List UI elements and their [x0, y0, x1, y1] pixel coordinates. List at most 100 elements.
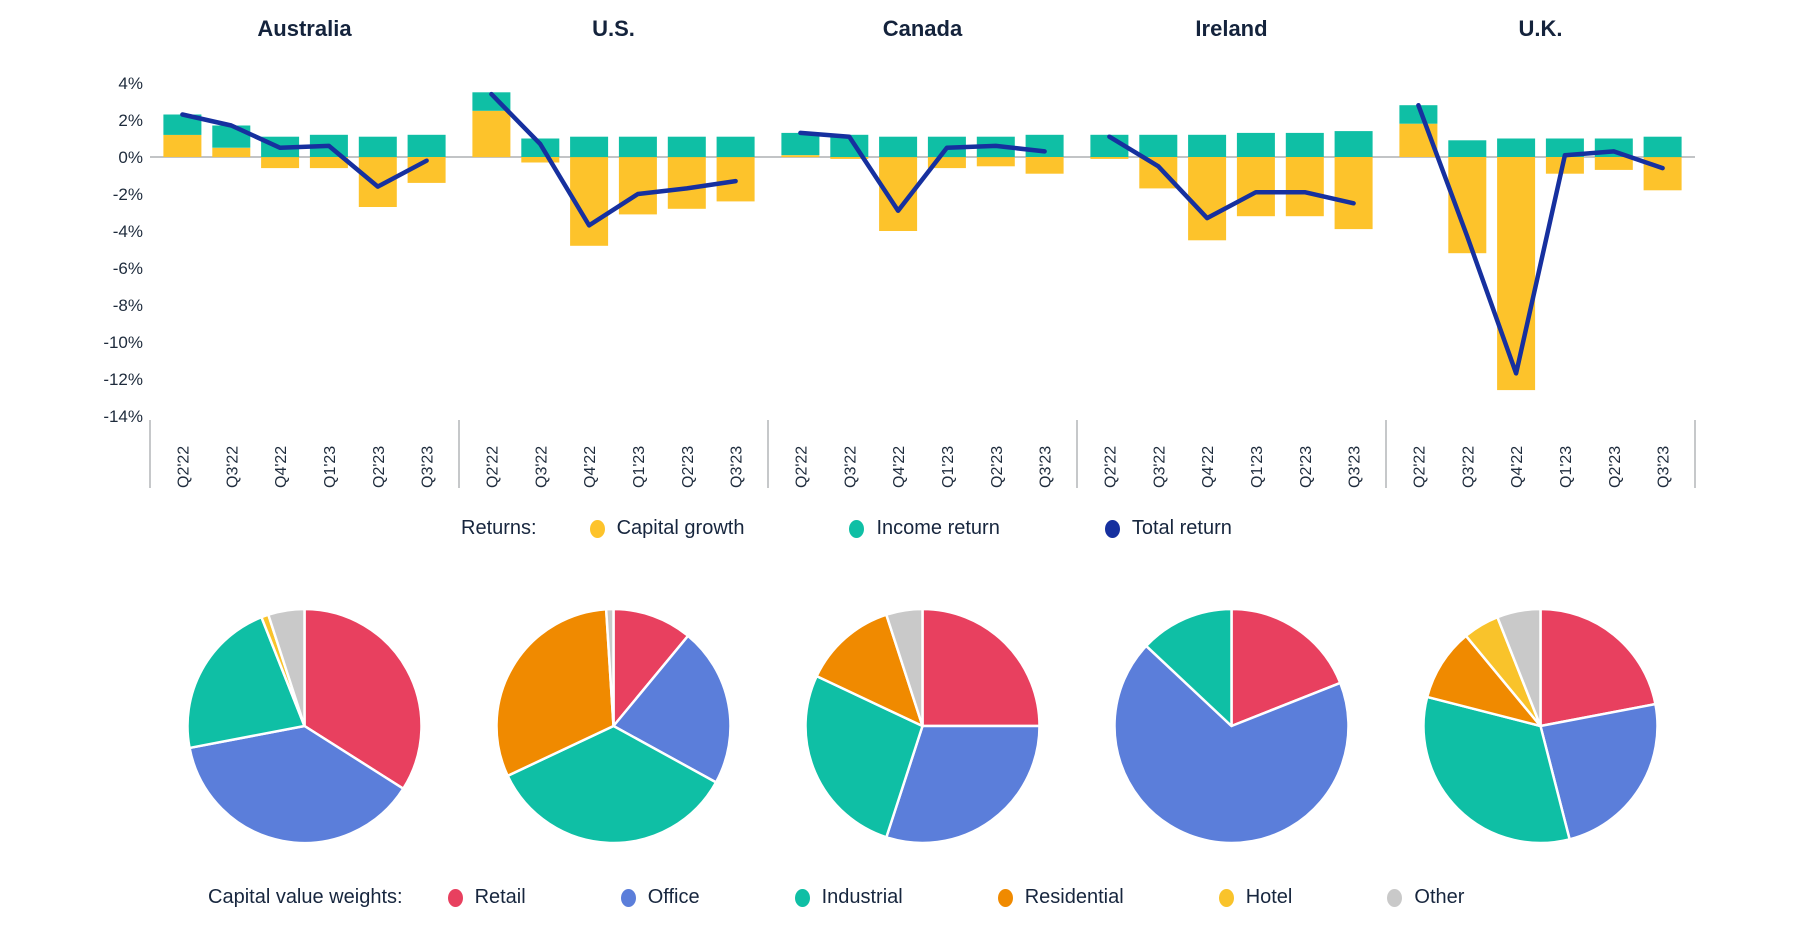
panel-title-u-k: U.K. — [1519, 16, 1563, 41]
capital-growth-bar — [1090, 157, 1129, 159]
x-axis-label: Q1'23 — [1249, 446, 1266, 488]
x-axis-label: Q4'22 — [891, 446, 908, 488]
x-axis-label: Q1'23 — [940, 446, 957, 488]
legend-item-other: Other — [1387, 886, 1464, 909]
y-axis-tick-label: -14% — [103, 407, 143, 426]
capital-growth-bar — [163, 134, 202, 157]
x-axis-label: Q1'23 — [1558, 446, 1575, 488]
pie-slice-other-u-k — [1496, 607, 1542, 728]
legend-item-hotel: Hotel — [1218, 886, 1293, 909]
pie-slice-office-australia — [188, 724, 405, 845]
legend-item-label: Retail — [474, 886, 526, 908]
income-return-bar — [716, 136, 755, 158]
y-axis-tick-label: -4% — [113, 222, 143, 241]
legend-item-label: Total return — [1131, 517, 1232, 539]
other-swatch-icon — [1387, 888, 1403, 907]
pie-slice-office-canada — [885, 724, 1041, 845]
total-return-line — [1416, 102, 1665, 376]
x-axis-label: Q4'22 — [1200, 446, 1217, 488]
capital-growth-bar — [1236, 157, 1275, 217]
x-axis-label: Q2'23 — [371, 446, 388, 488]
income-return-bar — [570, 136, 609, 158]
panel-title-ireland: Ireland — [1195, 16, 1267, 41]
returns-legend-label: Returns: — [461, 517, 537, 539]
legend-item-industrial: Industrial — [794, 886, 903, 909]
income-return-bar — [1139, 134, 1178, 157]
returns-legend: Returns: Capital growth Income return Tota… — [461, 517, 1337, 540]
x-axis-label: Q3'22 — [224, 446, 241, 488]
income-return-bar — [1285, 132, 1324, 157]
x-axis-label: Q2'23 — [1298, 446, 1315, 488]
income-return-bar — [667, 136, 706, 158]
capital-growth-bar — [261, 157, 300, 169]
x-axis-label: Q3'23 — [420, 446, 437, 488]
weights-legend-label: Capital value weights: — [208, 886, 403, 908]
income-return-bar — [879, 136, 918, 158]
capital-growth-bar — [1285, 157, 1324, 217]
legend-item-label: Hotel — [1245, 886, 1293, 908]
x-axis-label: Q4'22 — [1509, 446, 1526, 488]
capital-growth-bar — [1334, 157, 1373, 230]
income-return-bar — [1399, 105, 1438, 124]
x-axis-label: Q3'22 — [842, 446, 859, 488]
income-return-bar — [1025, 134, 1064, 157]
legend-item-capital-growth: Capital growth — [589, 517, 745, 540]
capital-growth-bar — [781, 155, 820, 158]
pie-slice-industrial-ireland — [1144, 607, 1233, 728]
x-axis-label: Q3'22 — [533, 446, 550, 488]
capital-growth-bar — [976, 157, 1015, 167]
pie-slice-residential-canada — [815, 613, 924, 728]
legend-item-label: Other — [1414, 886, 1465, 908]
capital-growth-bar — [1594, 157, 1633, 170]
y-axis-tick-label: -2% — [113, 185, 143, 204]
y-axis-tick-label: -12% — [103, 370, 143, 389]
capital-growth-bar — [521, 157, 560, 163]
x-axis-label: Q2'23 — [1607, 446, 1624, 488]
capital-growth-bar — [1025, 157, 1064, 174]
legend-item-retail: Retail — [447, 886, 526, 909]
total-return-line — [180, 112, 429, 189]
x-axis-label: Q2'23 — [989, 446, 1006, 488]
pie-slice-retail-ireland — [1230, 607, 1342, 728]
income-return-bar — [212, 125, 251, 148]
income-return-bar — [1643, 136, 1682, 158]
capital-growth-bar — [212, 147, 251, 158]
total-return-line — [1107, 134, 1356, 221]
legend-item-office: Office — [620, 886, 700, 909]
pie-slice-office-ireland — [1113, 644, 1350, 845]
income-return-bar — [358, 136, 397, 158]
x-axis-label: Q2'22 — [1411, 446, 1428, 488]
x-axis-label: Q3'23 — [729, 446, 746, 488]
capital-growth-bar — [1139, 157, 1178, 189]
income-return-bar — [163, 114, 202, 135]
office-swatch-icon — [620, 888, 636, 907]
total-return-swatch-icon — [1104, 519, 1120, 538]
income-return-bar — [781, 132, 820, 156]
hotel-swatch-icon — [1218, 888, 1234, 907]
y-axis-tick-label: -8% — [113, 296, 143, 315]
legend-item-label: Industrial — [821, 886, 903, 908]
legend-item-income-return: Income return — [849, 517, 1000, 540]
panel-title-u-s: U.S. — [592, 16, 635, 41]
capital-growth-bar — [309, 157, 348, 169]
pie-slice-industrial-u-s — [506, 724, 718, 845]
income-return-bar — [407, 134, 446, 157]
retail-swatch-icon — [447, 888, 463, 907]
income-return-swatch-icon — [849, 519, 865, 538]
income-return-bar — [1448, 140, 1487, 157]
income-return-bar — [1236, 132, 1275, 157]
x-axis-label: Q3'23 — [1347, 446, 1364, 488]
capital-value-weights-legend: Capital value weights: Retail Office Indus… — [208, 886, 1559, 909]
legend-item-label: Capital growth — [616, 517, 745, 539]
total-return-line — [489, 91, 738, 228]
x-axis-label: Q2'22 — [175, 446, 192, 488]
capital-growth-bar — [830, 157, 869, 159]
capital-growth-swatch-icon — [589, 519, 605, 538]
income-return-bar — [1188, 134, 1227, 157]
income-return-bar — [1497, 138, 1536, 157]
y-axis-tick-label: -10% — [103, 333, 143, 352]
pie-slice-industrial-australia — [186, 615, 306, 750]
pie-slice-retail-canada — [921, 607, 1041, 728]
panel-title-canada: Canada — [883, 16, 963, 41]
